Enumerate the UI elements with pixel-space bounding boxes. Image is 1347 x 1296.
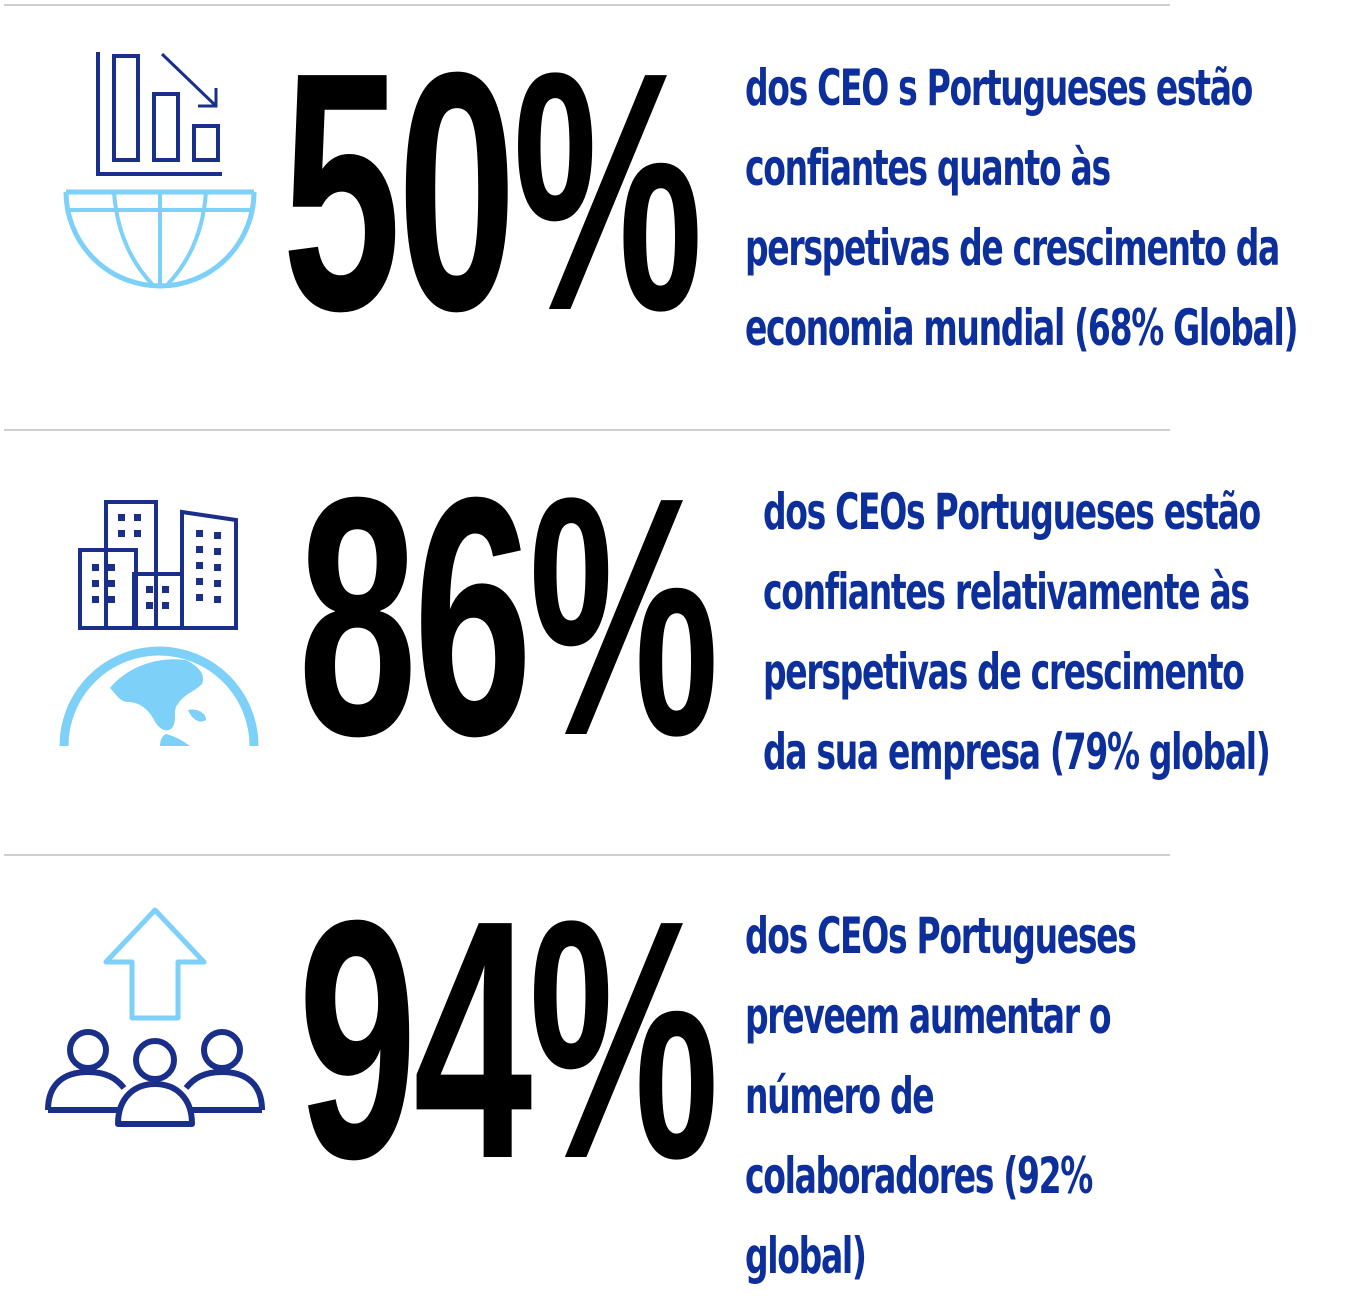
description-line: dos CEOs Portugueses estão xyxy=(763,483,1261,541)
description-line: dos CEOs Portugueses xyxy=(745,907,1137,965)
declining-chart-over-globe-icon xyxy=(63,52,257,289)
section-divider-middle-1 xyxy=(4,429,1170,431)
stat-description-3: dos CEOs Portugueses preveem aumentar o … xyxy=(745,896,1137,1296)
stat-value-3: 94% xyxy=(298,850,719,1230)
description-line: global) xyxy=(745,1227,867,1285)
stat-value-2: 86% xyxy=(298,427,719,807)
description-line: economia mundial (68% Global) xyxy=(745,299,1299,357)
section-divider-middle-2 xyxy=(4,854,1170,856)
description-line: preveem aumentar o xyxy=(745,987,1111,1045)
people-with-up-arrow-icon xyxy=(45,907,265,1127)
section-divider-top xyxy=(4,4,1170,6)
stat-value-1: 50% xyxy=(282,2,703,382)
buildings-over-globe-icon xyxy=(59,500,259,747)
description-line: dos CEO s Portugueses estão xyxy=(745,59,1253,117)
description-line: perspetivas de crescimento da xyxy=(745,219,1280,277)
description-line: da sua empresa (79% global) xyxy=(763,723,1271,781)
description-line: perspetivas de crescimento xyxy=(763,643,1245,701)
description-line: confiantes quanto às xyxy=(745,139,1111,197)
description-line: número de xyxy=(745,1067,935,1125)
description-line: colaboradores (92% xyxy=(745,1147,1093,1205)
stat-description-1: dos CEO s Portugueses estão confiantes q… xyxy=(745,48,1299,368)
description-line: confiantes relativamente às xyxy=(763,563,1250,621)
stat-description-2: dos CEOs Portugueses estão confiantes re… xyxy=(763,472,1271,792)
